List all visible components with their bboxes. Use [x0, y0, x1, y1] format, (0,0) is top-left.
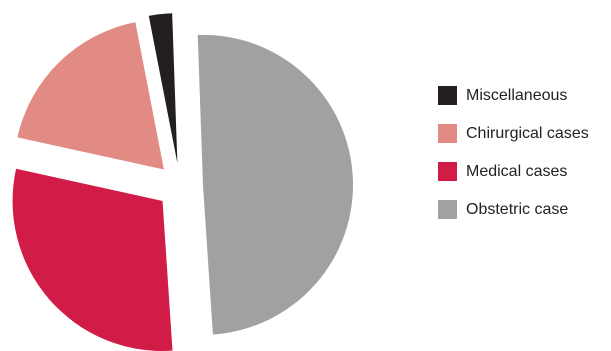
- pie-slice-miscellaneous: [148, 13, 178, 164]
- legend-swatch-obstetric-case: [438, 200, 457, 219]
- legend-label-miscellaneous: Miscellaneous: [466, 87, 568, 104]
- legend-label-medical-cases: Medical cases: [466, 163, 568, 180]
- legend: Miscellaneous Chirurgical cases Medical …: [438, 86, 589, 219]
- legend-item-chirurgical-cases: Chirurgical cases: [438, 124, 589, 143]
- legend-label-obstetric-case: Obstetric case: [466, 201, 569, 218]
- legend-item-miscellaneous: Miscellaneous: [438, 86, 589, 105]
- pie-slice-obstetric-case: [197, 34, 354, 335]
- legend-item-obstetric-case: Obstetric case: [438, 200, 589, 219]
- legend-swatch-miscellaneous: [438, 86, 457, 105]
- pie-slice-chirurgical-cases: [17, 22, 164, 170]
- legend-label-chirurgical-cases: Chirurgical cases: [466, 125, 589, 142]
- legend-item-medical-cases: Medical cases: [438, 162, 589, 181]
- pie-slice-medical-cases: [12, 168, 173, 351]
- legend-swatch-chirurgical-cases: [438, 124, 457, 143]
- legend-swatch-medical-cases: [438, 162, 457, 181]
